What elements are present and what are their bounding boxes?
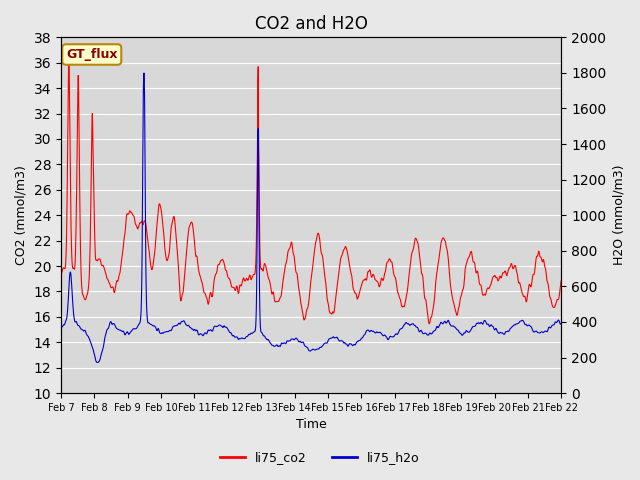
X-axis label: Time: Time [296,419,326,432]
Title: CO2 and H2O: CO2 and H2O [255,15,368,33]
Legend: li75_co2, li75_h2o: li75_co2, li75_h2o [215,446,425,469]
Y-axis label: CO2 (mmol/m3): CO2 (mmol/m3) [15,165,28,265]
Y-axis label: H2O (mmol/m3): H2O (mmol/m3) [612,165,625,265]
Text: GT_flux: GT_flux [66,48,118,61]
